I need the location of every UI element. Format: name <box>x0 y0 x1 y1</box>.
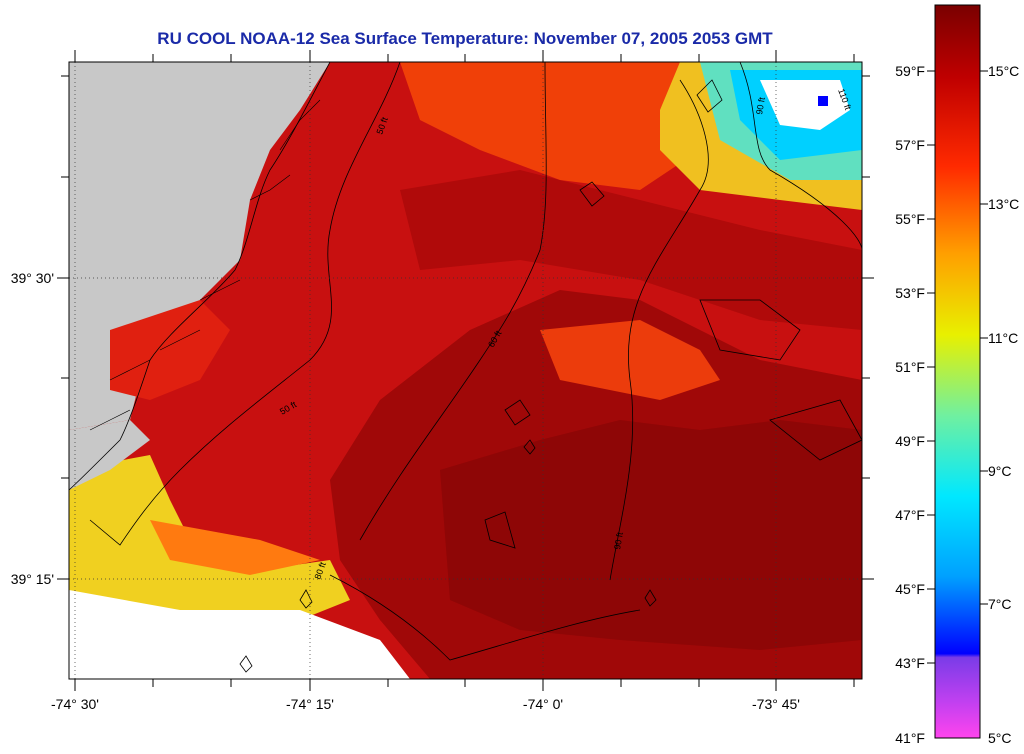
colorbar-f-label-53: 53°F <box>895 285 925 301</box>
colorbar-c-label-15: 15°C <box>988 63 1019 79</box>
colorbar-c-label-5: 5°C <box>988 730 1012 746</box>
orange-band-north <box>400 62 700 190</box>
colorbar-c-label-11: 11°C <box>988 330 1018 346</box>
colorbar-f-label-49: 49°F <box>895 433 925 449</box>
barrier-island-lines <box>89 99 321 431</box>
colorbar-f-label-51: 51°F <box>895 359 925 375</box>
lon-label-74-0: -74° 0' <box>523 696 563 712</box>
colorbar-f-label-59: 59°F <box>895 63 925 79</box>
colorbar: 59°F 57°F 55°F 53°F 51°F 49°F 47°F 45°F … <box>895 4 1019 746</box>
contour-label-90ft-east: 90 ft <box>612 531 625 550</box>
colorbar-gradient <box>934 4 981 739</box>
contour-50ft <box>89 62 401 546</box>
contour-110ft <box>739 62 862 251</box>
contour-60ft <box>359 62 547 541</box>
contour-110ft-east <box>769 399 862 461</box>
warm-core-region-north <box>400 170 862 330</box>
colorbar-f-label-43: 43°F <box>895 655 925 671</box>
contour-shoal-3 <box>504 399 531 426</box>
contour-shoal-1 <box>696 79 723 113</box>
colorbar-f-label-45: 45°F <box>895 581 925 597</box>
sst-map <box>69 62 862 679</box>
contour-shoal-6 <box>644 589 657 607</box>
colorbar-c-label-9: 9°C <box>988 463 1012 479</box>
no-data-south <box>69 590 410 679</box>
graticule <box>69 62 862 679</box>
colorbar-f-label-57: 57°F <box>895 137 925 153</box>
axis-ticks <box>57 50 874 691</box>
contour-label-90ft-north: 90 ft <box>754 96 767 115</box>
contour-shoal-5 <box>523 439 536 455</box>
cold-pixel <box>818 96 828 106</box>
contour-south-shelf <box>329 574 641 661</box>
contour-90ft <box>609 79 709 581</box>
longitude-labels: -74° 30' -74° 15' -74° 0' -73° 45' <box>51 696 800 712</box>
lat-label-39-30: 39° 30' <box>11 270 54 286</box>
cool-water-sw <box>69 455 350 620</box>
map-title: RU COOL NOAA-12 Sea Surface Temperature:… <box>157 29 773 48</box>
contour-shoal-8 <box>239 655 253 673</box>
no-data-ne <box>760 80 850 130</box>
colorbar-c-label-7: 7°C <box>988 596 1012 612</box>
contour-shoal-2 <box>579 181 605 207</box>
lon-label-74-15: -74° 15' <box>286 696 334 712</box>
lat-label-39-15: 39° 15' <box>11 571 54 587</box>
coastal-land-fringe <box>69 420 150 490</box>
latitude-labels: 39° 30' 39° 15' <box>11 270 54 587</box>
depth-contours <box>89 62 862 673</box>
coastline <box>69 62 331 491</box>
contour-shoal-4 <box>484 511 516 549</box>
coastal-red-bays <box>110 300 230 400</box>
colorbar-f-label-41: 41°F <box>895 730 925 746</box>
colorbar-f-label-47: 47°F <box>895 507 925 523</box>
colorbar-f-label-55: 55°F <box>895 211 925 227</box>
cool-water-sw-orange <box>150 520 320 575</box>
orange-band-mid <box>540 320 720 400</box>
colorbar-c-label-13: 13°C <box>988 196 1019 212</box>
darkest-core <box>440 420 862 650</box>
contour-shoal-7 <box>299 589 313 609</box>
lon-label-74-30: -74° 30' <box>51 696 99 712</box>
contour-110ft-loop <box>699 299 801 361</box>
lon-label-73-45: -73° 45' <box>752 696 800 712</box>
